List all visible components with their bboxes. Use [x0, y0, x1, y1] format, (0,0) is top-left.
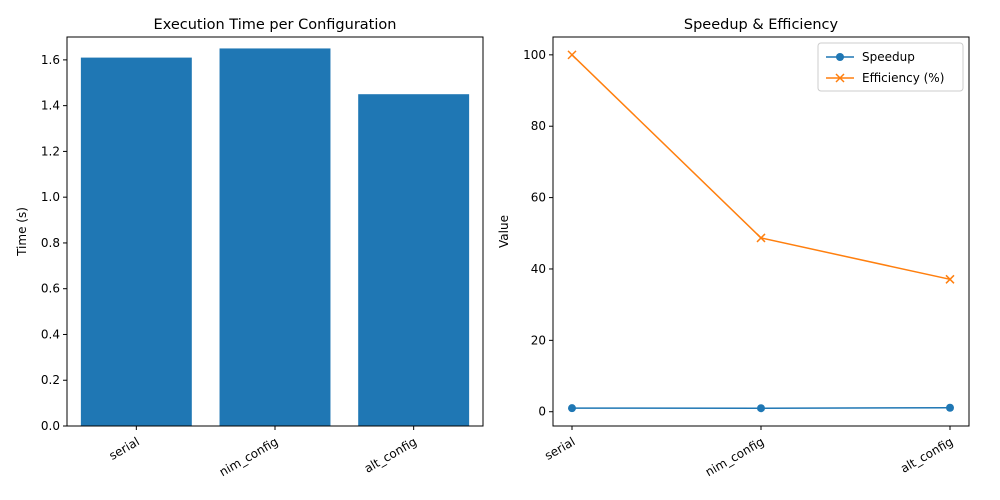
- data-point: [945, 274, 955, 284]
- legend-item: Speedup: [826, 50, 915, 64]
- chart-title: Speedup & Efficiency: [684, 17, 839, 33]
- bars: [80, 48, 470, 427]
- x-axis-ticks: serial nim_config alt_config: [542, 426, 956, 479]
- data-point: [756, 233, 766, 243]
- y-tick-label: 1.2: [41, 144, 60, 158]
- data-point: [946, 403, 954, 412]
- y-tick-label: 0.2: [41, 373, 60, 387]
- y-tick-label: 0.8: [41, 236, 60, 250]
- speedup-efficiency-chart: Speedup & Efficiency Value 020406080100 …: [497, 17, 970, 479]
- x-tick-label: nim_config: [703, 434, 767, 479]
- y-tick-label: 100: [523, 48, 546, 62]
- y-axis-label: Value: [497, 215, 511, 248]
- y-tick-label: 0.0: [41, 419, 60, 433]
- legend-box: [817, 42, 964, 92]
- legend-label: Efficiency (%): [862, 71, 944, 85]
- chart-title: Execution Time per Configuration: [154, 17, 397, 33]
- y-tick-label: 0.4: [41, 327, 60, 341]
- y-tick-label: 60: [531, 191, 546, 205]
- data-point: [568, 404, 576, 413]
- y-tick-label: 0: [538, 405, 546, 419]
- x-axis-ticks: serial nim_config alt_config: [107, 426, 419, 479]
- y-axis-ticks: 0.0 0.2 0.4 0.6 0.8 1.0 1.2 1.4 1.6: [41, 53, 67, 433]
- y-tick-label: 20: [531, 333, 546, 347]
- bar-alt_config: [358, 94, 470, 427]
- y-tick-label: 80: [531, 119, 546, 133]
- x-tick-label: serial: [107, 434, 142, 462]
- y-axis-ticks: 0 20 40 60 80 100: [523, 48, 553, 419]
- x-tick-label: serial: [542, 434, 577, 462]
- x-tick-label: alt_config: [362, 434, 419, 475]
- bar-serial: [80, 57, 192, 426]
- legend-label: Speedup: [862, 50, 915, 64]
- plot-frame: [66, 36, 484, 427]
- y-axis-label: Time (s): [15, 207, 29, 257]
- plot-frame: [552, 36, 970, 427]
- x-tick-label: alt_config: [898, 434, 955, 475]
- series-lines: [567, 50, 955, 413]
- y-tick-label: 40: [531, 262, 546, 276]
- execution-time-chart: Execution Time per Configuration Time (s…: [15, 17, 484, 479]
- data-point: [757, 404, 765, 413]
- x-tick-label: nim_config: [217, 434, 281, 479]
- y-tick-label: 1.6: [41, 53, 60, 67]
- data-point: [567, 50, 577, 60]
- bar-nim_config: [219, 48, 331, 427]
- y-tick-label: 0.6: [41, 282, 60, 296]
- legend: Speedup Efficiency (%): [817, 42, 964, 92]
- y-tick-label: 1.4: [41, 99, 60, 113]
- y-tick-label: 1.0: [41, 190, 60, 204]
- legend-item: Efficiency (%): [826, 71, 944, 85]
